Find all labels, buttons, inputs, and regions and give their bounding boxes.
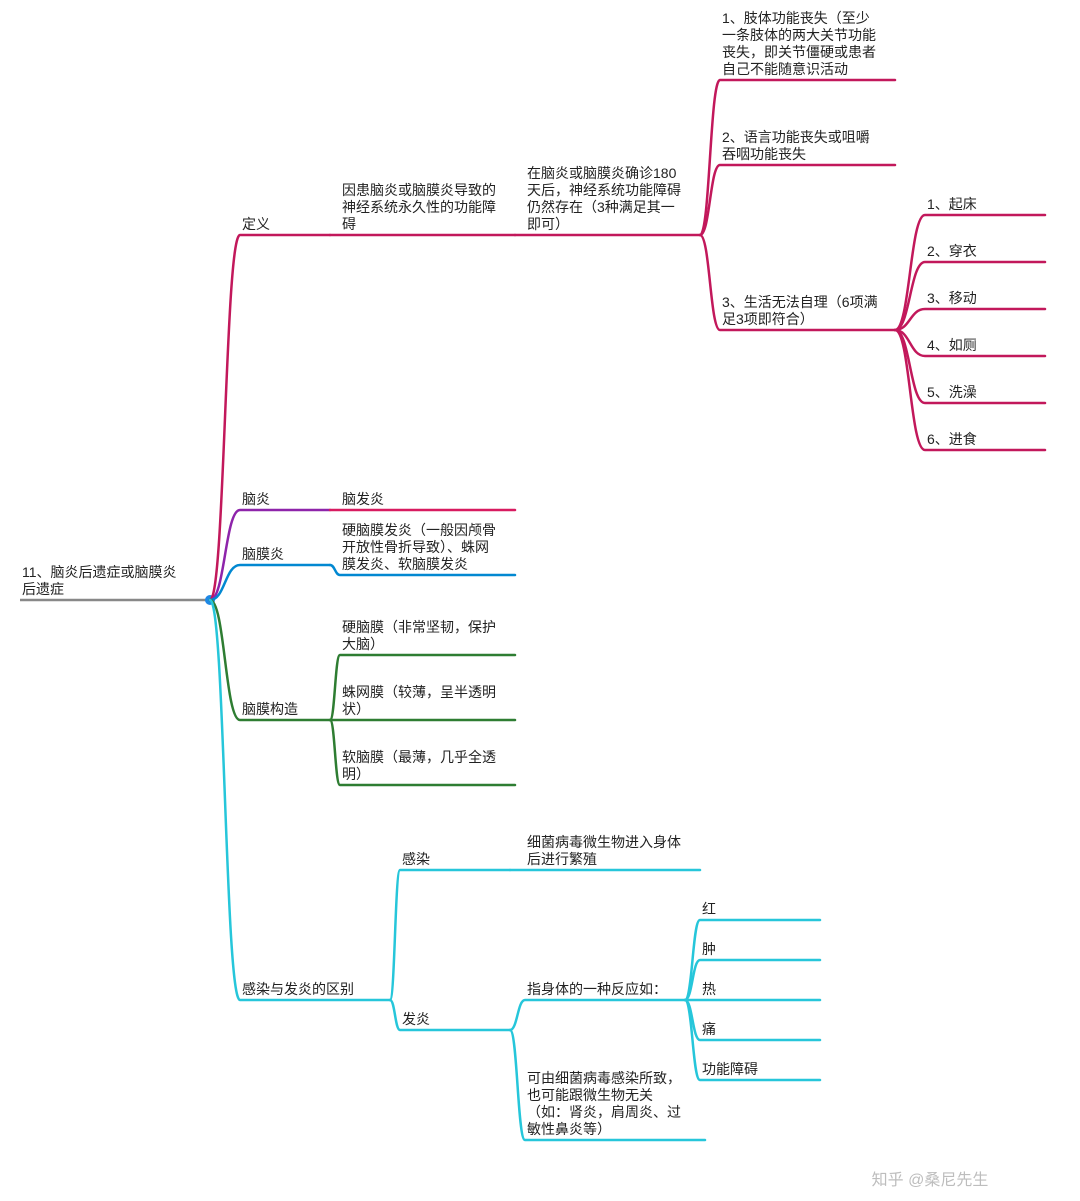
red-label: 红 [702,901,716,917]
infl_def-label: 指身体的一种反应如： [527,981,667,997]
infection_vs_inflammation-connector [210,600,390,1000]
definition-label: 定义 [242,216,270,232]
adl6-label: 6、进食 [927,431,977,447]
men_desc-label: 硬脑膜发炎（一般因颅骨开放性骨折导致）、蛛网膜发炎、软脑膜发炎 [342,522,496,572]
inflammation-label: 发炎 [402,1011,430,1027]
d2-connector [700,165,895,235]
adl1-label: 1、起床 [927,196,977,212]
def_180-label: 在脑炎或脑膜炎确诊180天后，神经系统功能障碍仍然存在（3种满足其一即可） [527,165,681,232]
meningeal_structure-label: 脑膜构造 [242,701,298,717]
heat-label: 热 [702,981,716,997]
enc_desc-label: 脑发炎 [342,491,384,507]
adl3-label: 3、移动 [927,290,977,306]
infection_vs_inflammation-label: 感染与发炎的区别 [242,981,354,997]
encephalitis-label: 脑炎 [242,491,270,507]
inf_desc-label: 细菌病毒微生物进入身体后进行繁殖 [527,834,681,867]
adl3-connector [895,309,1045,330]
pia-label: 软脑膜（最薄，几乎全透明） [342,749,496,782]
d3-label: 3、生活无法自理（6项满足3项即符合） [722,294,878,327]
adl5-label: 5、洗澡 [927,384,977,400]
watermark: 知乎 @桑尼先生 [872,1171,989,1189]
mindmap-canvas: 11、脑炎后遗症或脑膜炎后遗症 定义 因患脑炎或脑膜炎导致的神经系统永久性的功能障碍… [0,0,1080,1201]
root-label: 11、脑炎后遗症或脑膜炎后遗症 [22,564,177,597]
infection-label: 感染 [402,851,430,867]
pain-label: 痛 [702,1021,716,1037]
meningitis-label: 脑膜炎 [242,546,284,562]
infl_cause-label: 可由细菌病毒感染所致，也可能跟微生物无关（如：肾炎，肩周炎、过敏性鼻炎等） [527,1070,681,1137]
arachnoid-label: 蛛网膜（较薄，呈半透明状） [342,684,496,717]
infection-connector [390,870,510,1000]
dys-label: 功能障碍 [702,1061,758,1077]
d1-label: 1、肢体功能丧失（至少一条肢体的两大关节功能丧失，即关节僵硬或患者自己不能随意识… [722,10,876,77]
swell-label: 肿 [702,941,716,957]
dura-label: 硬脑膜（非常坚韧，保护大脑） [342,619,496,652]
infl_def-connector [510,1000,685,1030]
adl4-label: 4、如厕 [927,337,977,353]
adl2-label: 2、穿衣 [927,243,977,259]
d2-label: 2、语言功能丧失或咀嚼吞咽功能丧失 [722,129,870,162]
meningitis-connector [210,565,330,600]
def_desc-label: 因患脑炎或脑膜炎导致的神经系统永久性的功能障碍 [342,182,496,232]
